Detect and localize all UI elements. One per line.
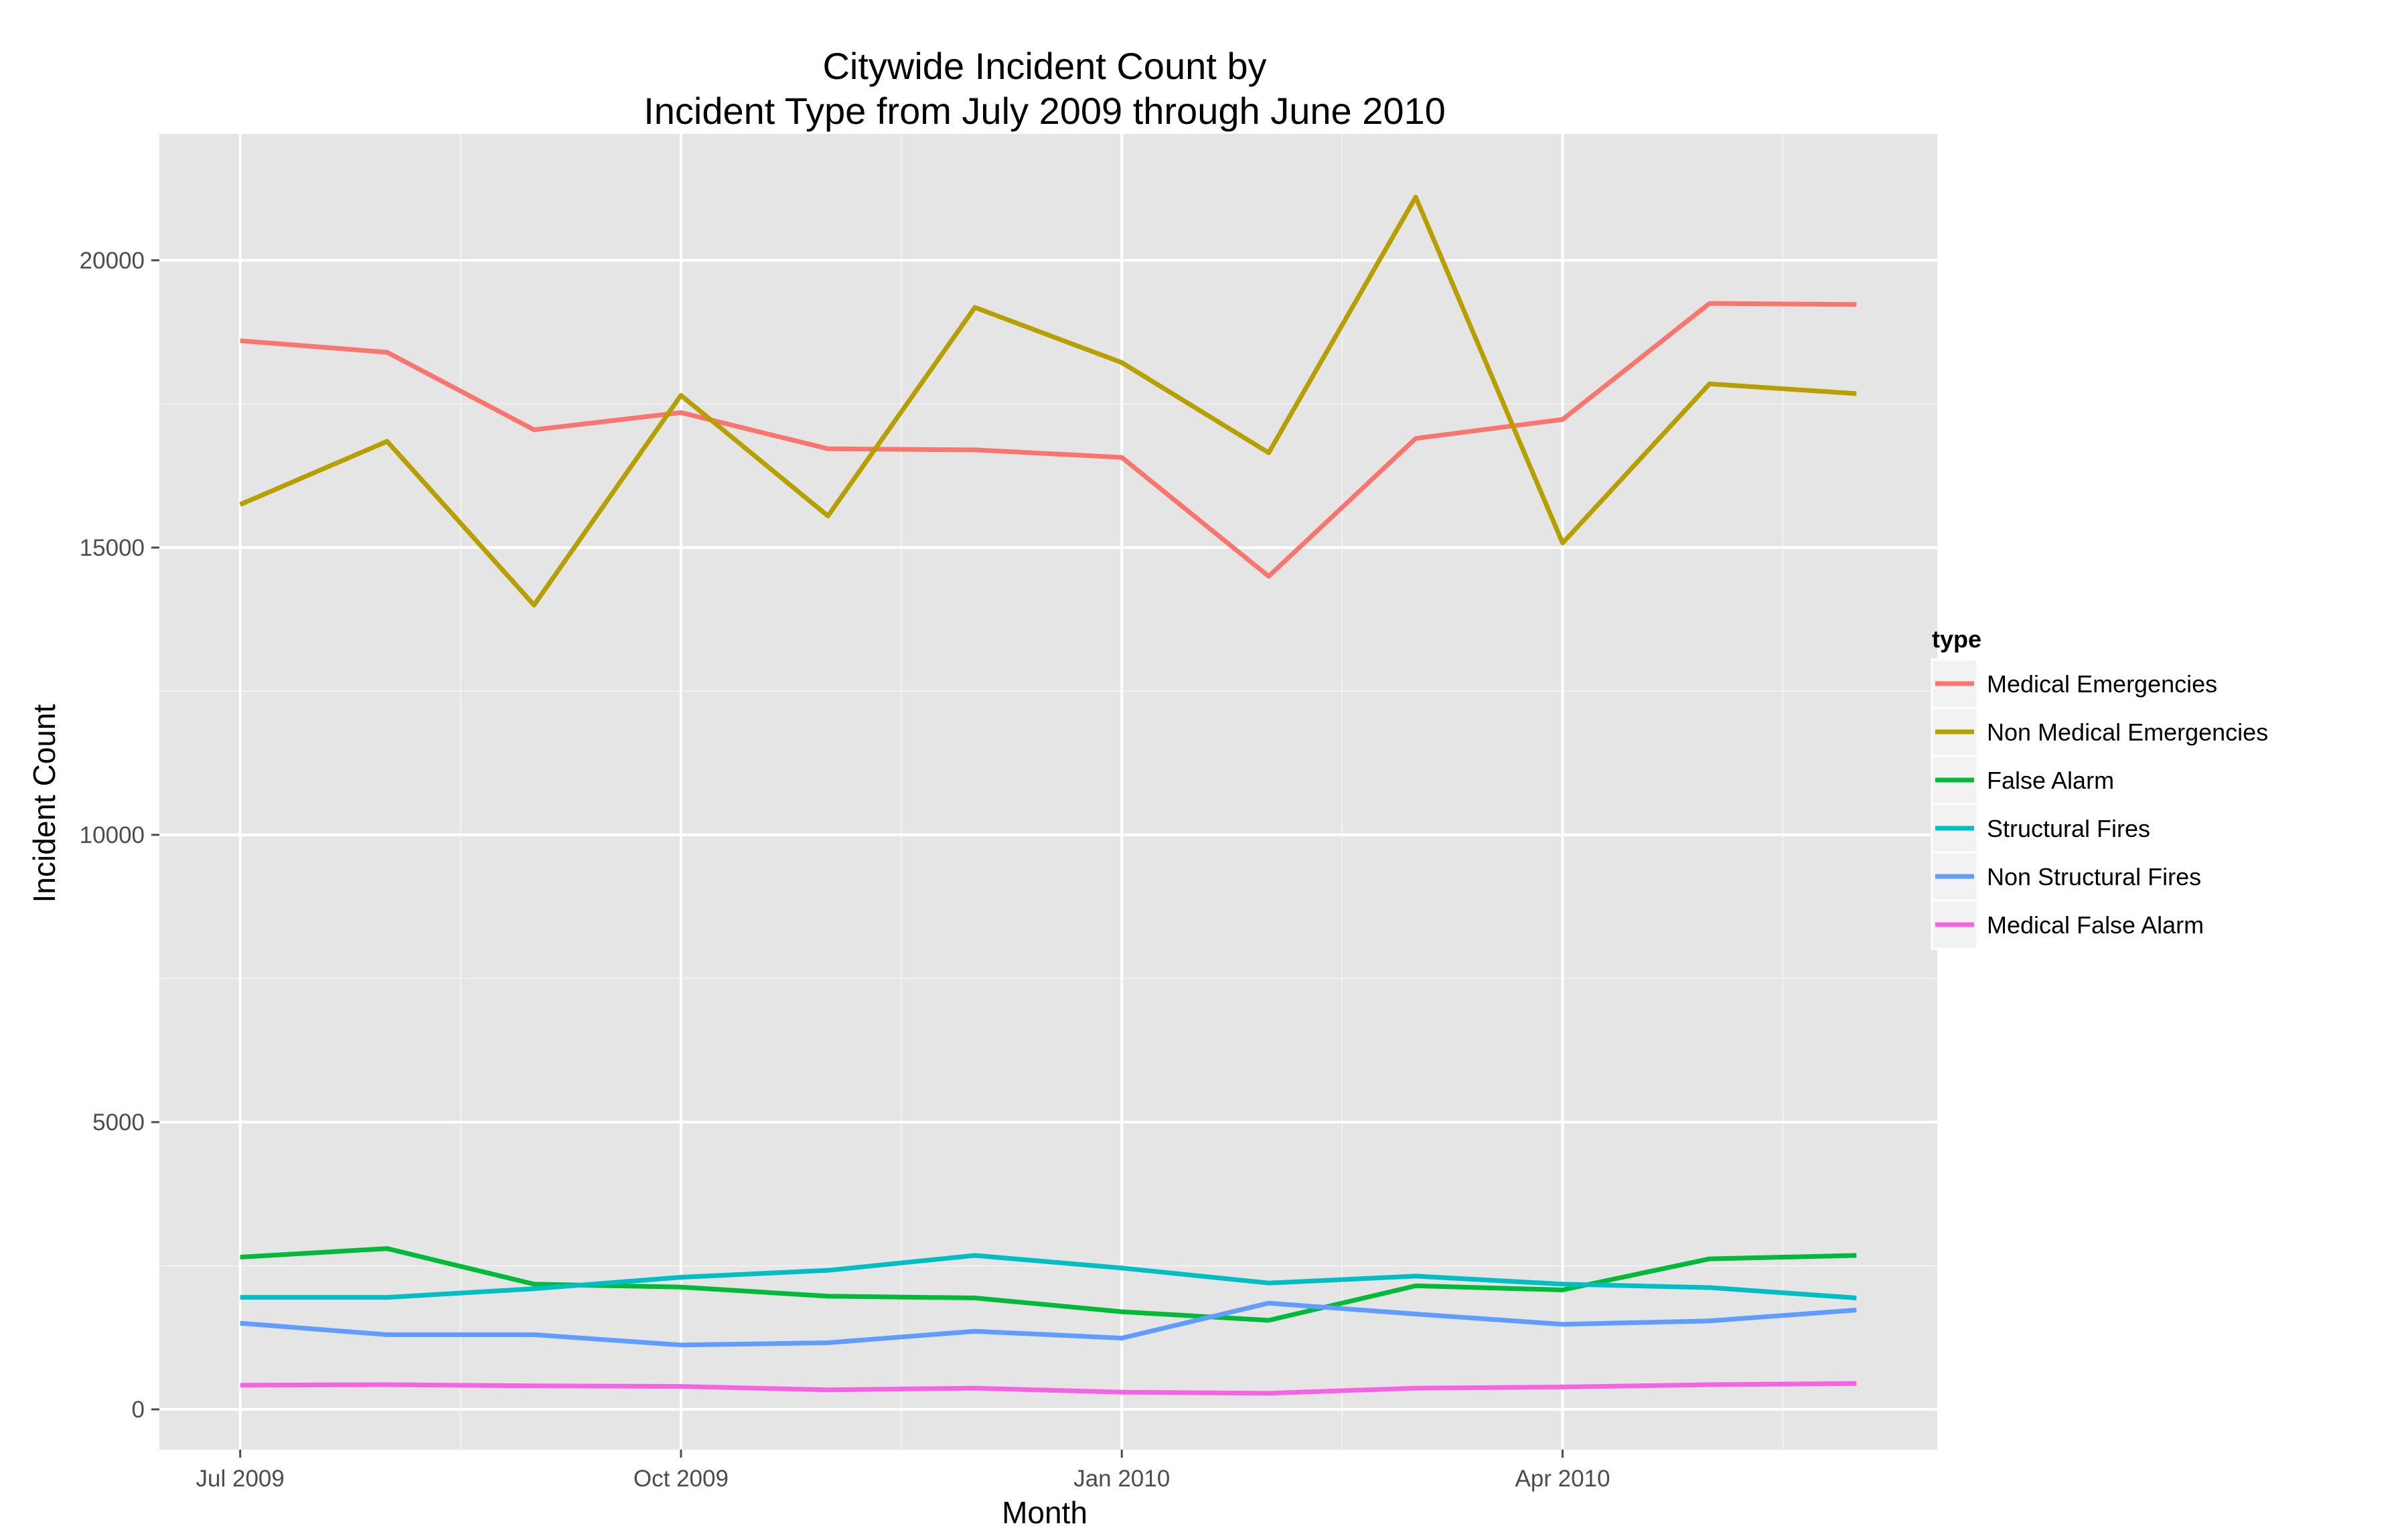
legend-items: Medical Emergencies Non Medical Emergenci… [1931, 658, 2268, 950]
y-axis-title: Incident Count [27, 704, 62, 903]
legend-title: type [1932, 625, 1981, 653]
y-tick-label: 15000 [80, 535, 145, 561]
series-line-1 [239, 194, 1857, 608]
major-gridlines [159, 134, 1937, 1450]
plot-panel [159, 134, 1937, 1450]
chart-title-line-1: Citywide Incident Count by [822, 45, 1266, 87]
x-axis-title: Month [1002, 1495, 1087, 1530]
chart-title: Citywide Incident Count by Incident Type… [644, 45, 1446, 132]
series-line-5 [240, 1381, 1857, 1396]
legend-label: Structural Fires [1987, 815, 2150, 842]
series-line-3 [240, 1253, 1857, 1300]
y-tick-label: 0 [132, 1397, 145, 1423]
legend: type Medical Emergencies Non Medical Emer… [1931, 625, 2268, 950]
x-tick-label: Apr 2010 [1515, 1466, 1610, 1492]
chart-title-line-2: Incident Type from July 2009 through Jun… [644, 90, 1446, 132]
legend-label: False Alarm [1987, 767, 2114, 794]
legend-label: Non Medical Emergencies [1987, 718, 2268, 746]
x-tick-label: Jan 2010 [1073, 1466, 1170, 1492]
y-tick-label: 5000 [92, 1109, 145, 1136]
legend-label: Medical Emergencies [1987, 670, 2217, 698]
x-tick-label: Jul 2009 [196, 1466, 285, 1492]
series-line-4 [240, 1300, 1857, 1348]
x-tick-label: Oct 2009 [633, 1466, 729, 1492]
legend-label: Non Structural Fires [1987, 863, 2201, 891]
series-line-0 [240, 301, 1857, 579]
legend-label: Medical False Alarm [1987, 911, 2204, 939]
y-tick-label: 20000 [80, 248, 145, 274]
series-lines [239, 194, 1857, 1396]
y-tick-label: 10000 [80, 822, 145, 848]
y-axis: 0 5000 10000 15000 20000 [80, 248, 159, 1423]
x-axis: Jul 2009 Oct 2009 Jan 2010 Apr 2010 [196, 1450, 1610, 1492]
